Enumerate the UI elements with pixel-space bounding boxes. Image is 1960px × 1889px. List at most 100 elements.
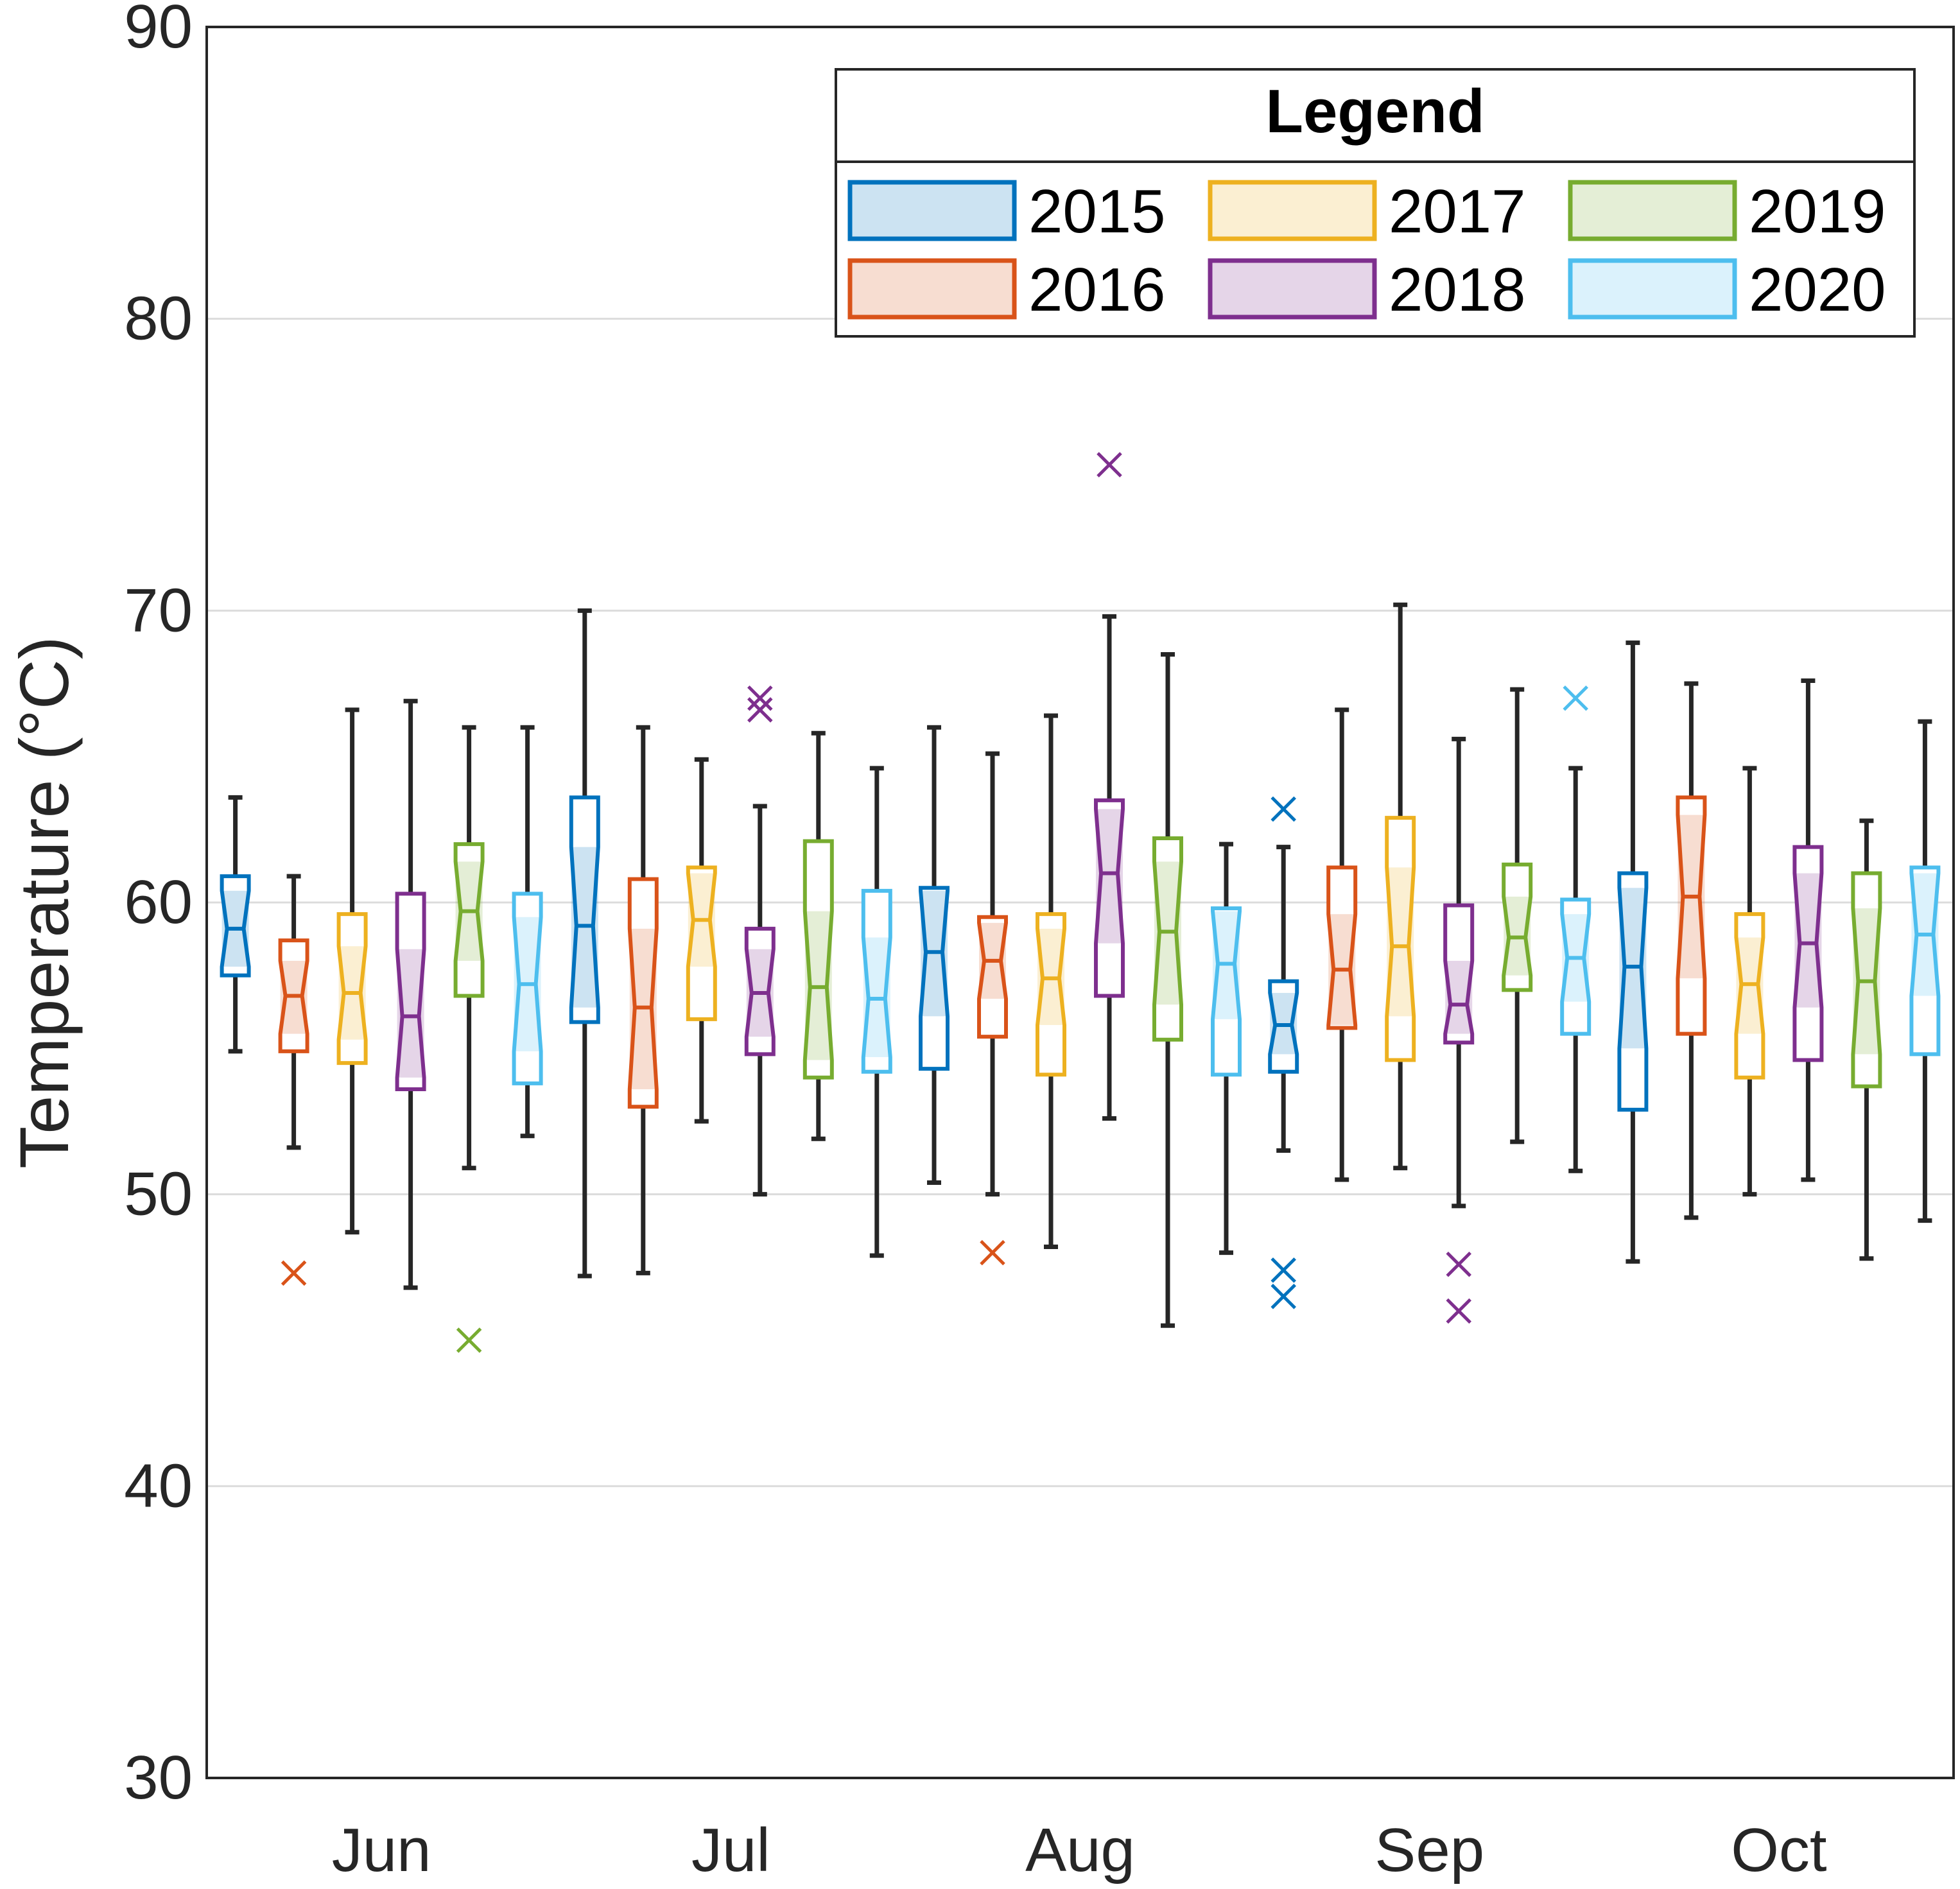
box-outline xyxy=(1617,871,1649,1112)
legend-item-2019: 2019 xyxy=(1568,177,1886,246)
box-2020-Jun xyxy=(512,725,543,1139)
box-outline xyxy=(1443,903,1475,1045)
box-underlay xyxy=(804,841,832,1078)
legend-label: 2020 xyxy=(1749,255,1886,324)
outlier-stroke xyxy=(1446,1298,1471,1324)
box-outline xyxy=(1036,912,1066,1077)
legend: Legend 2015 2016 2017 2018 2019 2020 xyxy=(835,68,1916,338)
legend-item-2017: 2017 xyxy=(1208,177,1526,246)
y-tick-label: 80 xyxy=(124,284,193,353)
box-underlay xyxy=(514,893,541,1083)
box-outline xyxy=(1909,865,1941,1057)
box-underlay xyxy=(688,867,715,1019)
box-2020-Sep xyxy=(1560,685,1591,1173)
box-underlay xyxy=(1387,818,1414,1060)
box-underlay xyxy=(1504,864,1531,990)
box-2017-Aug xyxy=(1036,713,1066,1250)
box-outline xyxy=(453,842,485,998)
box-2018-Aug xyxy=(1094,452,1125,1121)
legend-item-2015: 2015 xyxy=(847,177,1166,246)
box-outline xyxy=(977,915,1008,1039)
box-outline xyxy=(1792,845,1824,1062)
outlier-stroke xyxy=(456,1327,482,1353)
box-2017-Oct xyxy=(1734,766,1765,1197)
box-underlay xyxy=(1328,867,1356,1028)
legend-item-2016: 2016 xyxy=(847,255,1166,324)
box-outline xyxy=(278,938,309,1053)
outlier-marker xyxy=(1446,1298,1471,1324)
box-layer xyxy=(220,452,1941,1353)
box-outline xyxy=(744,926,776,1057)
x-tick-label: Jun xyxy=(332,1816,431,1885)
box-underlay xyxy=(1794,847,1822,1060)
box-outline xyxy=(1502,862,1533,992)
outlier-stroke xyxy=(747,697,773,723)
outlier-marker xyxy=(980,1239,1005,1266)
box-outline xyxy=(919,886,950,1071)
box-2016-Aug xyxy=(977,751,1008,1266)
box-2019-Oct xyxy=(1851,818,1882,1261)
box-underlay xyxy=(221,876,249,976)
box-underlay xyxy=(571,797,598,1022)
legend-swatch xyxy=(1208,180,1377,241)
box-2020-Aug xyxy=(1211,841,1242,1255)
plot-area-frame xyxy=(205,26,1955,1779)
legend-label: 2016 xyxy=(1028,255,1166,324)
y-tick-label: 90 xyxy=(124,0,193,61)
box-2016-Jul xyxy=(627,725,659,1275)
box-underlay xyxy=(1096,800,1123,996)
box-2015-Sep xyxy=(1268,796,1299,1309)
x-tick-label: Jul xyxy=(691,1816,770,1885)
outlier-stroke xyxy=(1446,1252,1471,1277)
box-outline xyxy=(569,795,600,1024)
box-2016-Oct xyxy=(1676,681,1707,1220)
box-outline xyxy=(1152,836,1183,1042)
box-outline xyxy=(1268,979,1299,1074)
box-underlay xyxy=(455,844,483,996)
box-outline xyxy=(1676,795,1707,1036)
box-outline xyxy=(1211,906,1242,1077)
box-2015-Jul xyxy=(569,608,600,1279)
box-outline xyxy=(1734,912,1765,1080)
outlier-marker xyxy=(1271,1284,1296,1309)
box-2015-Jun xyxy=(220,795,251,1054)
box-outline xyxy=(1560,897,1591,1036)
box-outline xyxy=(336,912,368,1065)
legend-label: 2019 xyxy=(1749,177,1886,246)
box-underlay xyxy=(1619,873,1647,1110)
legend-item-2020: 2020 xyxy=(1568,255,1886,324)
outlier-stroke xyxy=(980,1239,1005,1266)
outlier-stroke xyxy=(747,685,773,711)
legend-label: 2015 xyxy=(1028,177,1166,246)
y-tick-label: 30 xyxy=(124,1743,193,1812)
box-underlay xyxy=(1445,905,1473,1043)
box-outline xyxy=(1326,865,1358,1030)
y-tick-label: 40 xyxy=(124,1451,193,1520)
outlier-marker xyxy=(1097,452,1122,478)
box-outline xyxy=(220,874,251,978)
legend-swatch xyxy=(1568,180,1737,241)
x-tick-label: Aug xyxy=(1025,1816,1135,1885)
y-tick-label: 50 xyxy=(124,1160,193,1229)
outlier-marker xyxy=(281,1260,307,1286)
outlier-marker xyxy=(1271,1257,1296,1283)
box-underlay xyxy=(979,917,1006,1037)
box-2018-Jun xyxy=(395,698,426,1290)
box-2018-Sep xyxy=(1443,736,1475,1324)
box-outline xyxy=(1094,798,1125,998)
box-underlay xyxy=(921,888,948,1069)
box-2017-Jul xyxy=(686,757,717,1124)
legend-swatch xyxy=(1208,258,1377,320)
axis-layer: 30 40 50 60 70 80 90 Jun Jul Aug Sep Oct xyxy=(124,0,1826,1885)
outlier-marker xyxy=(1563,685,1588,711)
box-outline xyxy=(395,892,426,1091)
y-tick-label: 70 xyxy=(124,576,193,644)
y-tick-label: 60 xyxy=(124,868,193,936)
outlier-stroke xyxy=(281,1260,307,1286)
legend-title: Legend xyxy=(1265,77,1484,146)
legend-label: 2017 xyxy=(1389,177,1526,246)
box-2015-Oct xyxy=(1617,640,1649,1264)
box-underlay xyxy=(1562,899,1590,1034)
box-underlay xyxy=(1678,797,1705,1034)
outlier-stroke xyxy=(1563,685,1588,711)
